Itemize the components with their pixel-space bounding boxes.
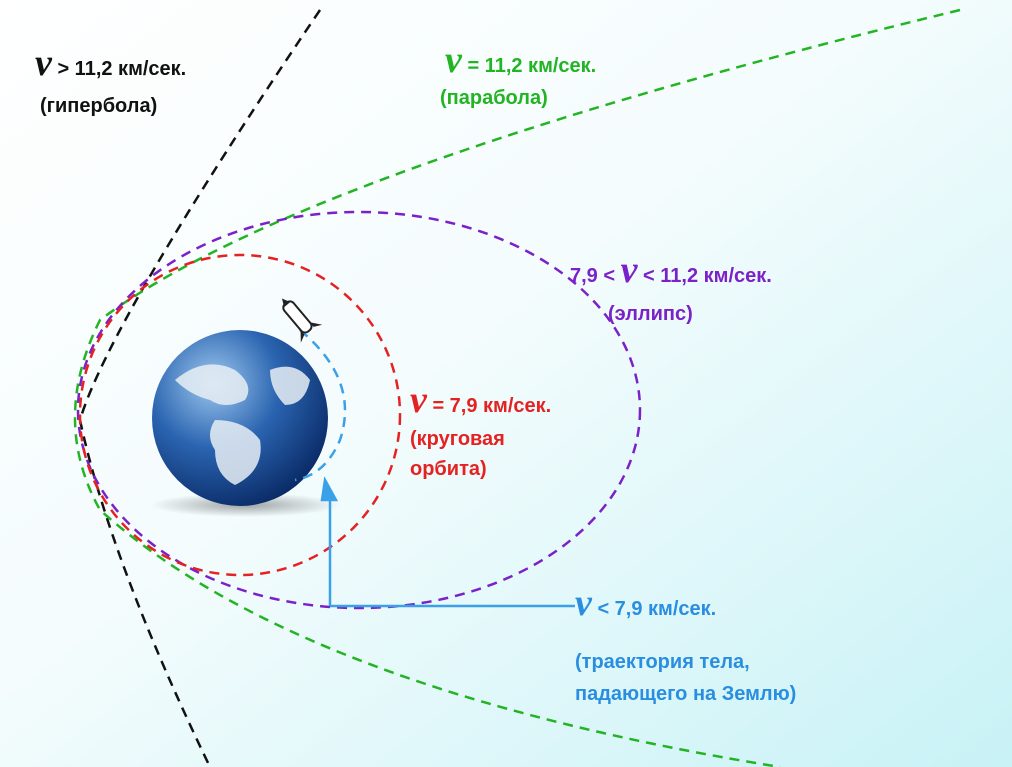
label-part: v (621, 249, 639, 291)
label-part: < 7,9 км/сек. (597, 598, 716, 620)
circular-note: орбита) (410, 458, 487, 480)
ellipse (76, 210, 642, 610)
label-part: = 11,2 км/сек. (467, 55, 596, 77)
label-part: v (410, 379, 428, 421)
falling-note: падающего на Землю) (575, 683, 796, 705)
arrow (320, 476, 575, 608)
label-part: > 11,2 км/сек. (57, 58, 186, 80)
rocket (282, 298, 323, 343)
hyperbola-label: v > 11,2 км/сек. (35, 42, 186, 84)
circular-orbit (78, 253, 402, 577)
ellipse-label: 7,9 < v < 11,2 км/сек. (570, 249, 772, 291)
circular-label: v = 7,9 км/сек. (410, 379, 551, 421)
ellipse-note: (эллипс) (608, 303, 693, 325)
label-part: = 7,9 км/сек. (432, 395, 551, 417)
hyperbola (78, 9, 322, 767)
label-part: v (575, 582, 593, 624)
hyperbola-note: (гипербола) (40, 95, 157, 117)
label-part: v (445, 39, 463, 81)
circular-note: (круговая (410, 428, 505, 450)
label-part: 7,9 < (570, 265, 615, 287)
continents (175, 364, 310, 485)
falling-note: (траектория тела, (575, 651, 750, 673)
falling-label: v < 7,9 км/сек. (575, 582, 716, 624)
label-part: < 11,2 км/сек. (643, 265, 772, 287)
parabola-label: v = 11,2 км/сек. (445, 39, 596, 81)
falling-trajectory (294, 329, 347, 482)
label-part: v (35, 42, 53, 84)
parabola-note: (парабола) (440, 87, 548, 109)
